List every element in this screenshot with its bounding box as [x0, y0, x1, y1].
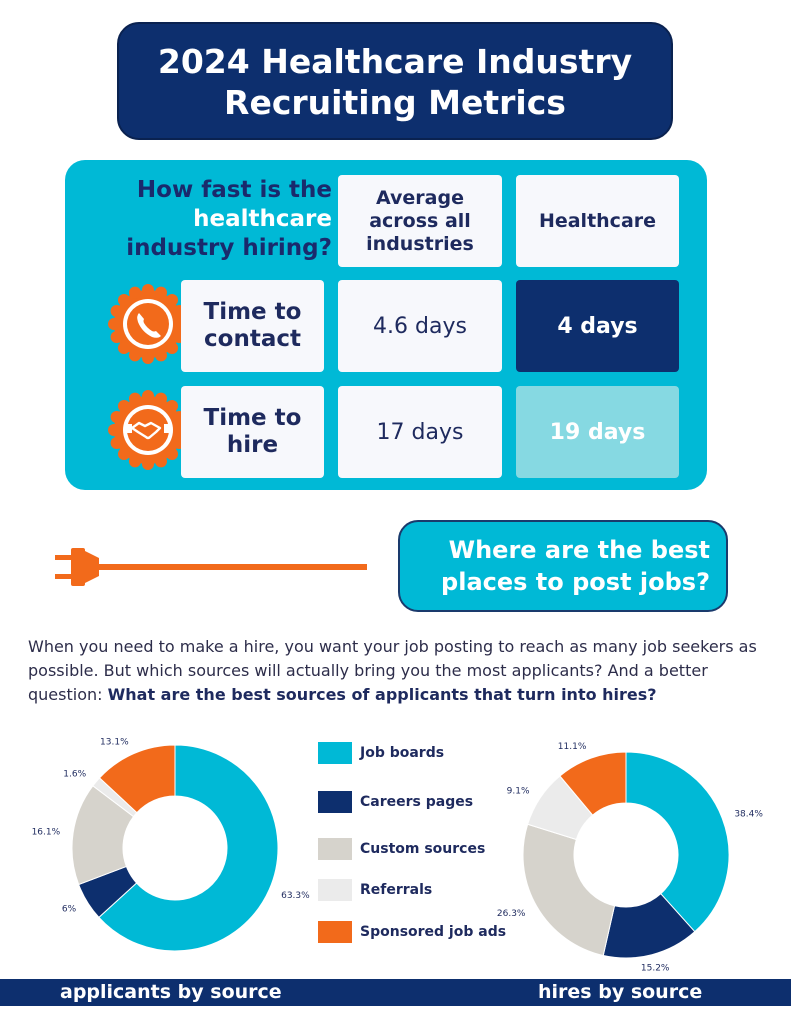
header-average: Average across all industries [338, 175, 502, 267]
slice-job-boards [625, 751, 730, 933]
legend-item-careers-pages: Careers pages [318, 791, 473, 813]
row-label-time-to-contact: Time to contact [181, 280, 324, 372]
handshake-icon [108, 390, 188, 470]
intro-bold-question: What are the best sources of applicants … [107, 685, 657, 704]
legend-label: Referrals [360, 882, 433, 898]
where-line-2: places to post jobs? [441, 568, 710, 596]
slice-sponsored-job-ads [98, 744, 176, 814]
title-line-1: 2024 Healthcare Industry [157, 42, 633, 81]
slice-job-boards [98, 744, 279, 952]
slice-sponsored-job-ads [559, 751, 627, 816]
data-label: 26.3% [497, 909, 526, 919]
header-healthcare: Healthcare [516, 175, 679, 267]
healthcare-time-to-contact: 4 days [516, 280, 679, 372]
question-part-1: How fast is the [136, 177, 332, 203]
footer-bar: applicants by source hires by source [0, 979, 791, 1006]
legend-swatch [318, 921, 352, 943]
plug-icon [55, 548, 367, 586]
legend-item-sponsored-job-ads: Sponsored job ads [318, 921, 506, 943]
phone-icon [108, 284, 188, 364]
legend-swatch [318, 791, 352, 813]
data-label: 15.2% [641, 963, 670, 973]
intro-paragraph: When you need to make a hire, you want y… [28, 635, 773, 707]
slice-custom-sources [522, 823, 616, 957]
where-to-post-heading: Where are the best places to post jobs? [398, 520, 728, 612]
data-label: 9.1% [507, 787, 530, 797]
data-label: 6% [62, 905, 77, 915]
row-label-time-to-hire: Time to hire [181, 386, 324, 478]
data-label: 63.3% [281, 891, 310, 901]
legend-item-custom-sources: Custom sources [318, 838, 485, 860]
legend-swatch [318, 879, 352, 901]
question-part-2: healthcare [193, 206, 332, 232]
title-line-2: Recruiting Metrics [224, 83, 566, 122]
applicants-chart-title: applicants by source [60, 981, 282, 1003]
avg-time-to-contact: 4.6 days [338, 280, 502, 372]
where-line-1: Where are the best [448, 536, 710, 564]
legend-label: Sponsored job ads [360, 924, 507, 940]
legend-swatch [318, 838, 352, 860]
legend-label: Job boards [360, 745, 445, 761]
hires-chart-title: hires by source [538, 981, 703, 1003]
hires-donut-chart: 38.4% 15.2% 26.3% 9.1% 11.1% [497, 742, 763, 973]
page-title: 2024 Healthcare Industry Recruiting Metr… [117, 22, 673, 140]
data-label: 11.1% [558, 742, 587, 752]
question-part-3: industry hiring? [126, 235, 332, 261]
data-label: 1.6% [63, 769, 86, 779]
avg-time-to-hire: 17 days [338, 386, 502, 478]
healthcare-time-to-hire: 19 days [516, 386, 679, 478]
legend-item-referrals: Referrals [318, 879, 432, 901]
comparison-question: How fast is the healthcare industry hiri… [110, 176, 332, 263]
legend-item-job-boards: Job boards [318, 742, 444, 764]
data-label: 38.4% [734, 810, 763, 820]
data-label: 16.1% [32, 827, 61, 837]
legend-label: Custom sources [360, 841, 486, 857]
legend-label: Careers pages [360, 794, 474, 810]
applicants-donut-chart: 63.3% 6% 16.1% 1.6% 13.1% [32, 738, 310, 952]
legend-swatch [318, 742, 352, 764]
intro-text: When you need to make a hire, you want y… [28, 637, 757, 704]
data-label: 13.1% [100, 738, 129, 748]
